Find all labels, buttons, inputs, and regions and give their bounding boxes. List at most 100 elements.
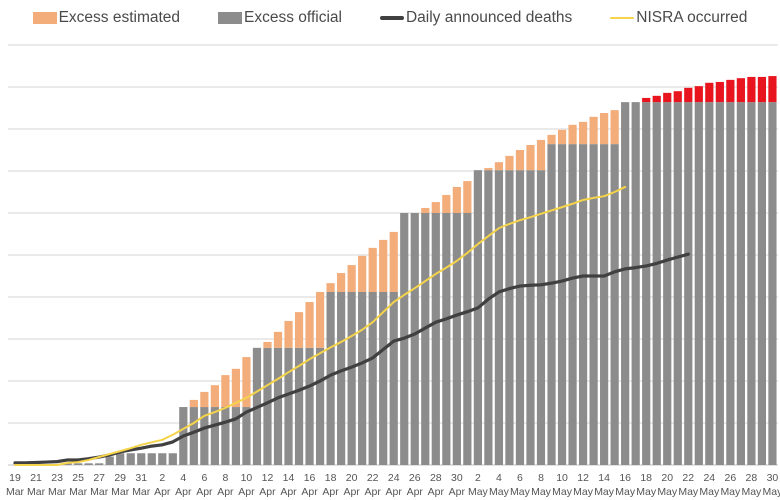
bar-excess-official: [473, 170, 482, 465]
bar-excess-estimated: [221, 375, 230, 408]
bar-excess-official: [663, 102, 672, 466]
x-tick-label: 16 May: [615, 472, 636, 498]
bar-excess-official: [305, 347, 314, 465]
bar-excess-estimated: [294, 312, 304, 348]
x-tick-label: 18 Apr: [322, 472, 339, 498]
x-tick-label: 8 May: [531, 472, 552, 498]
bar-extra: [652, 95, 661, 103]
bar-excess-official: [494, 170, 504, 465]
bar-excess-official: [231, 407, 241, 465]
x-tick-label: 12 Apr: [259, 472, 276, 498]
bar-excess-estimated: [589, 116, 598, 145]
bar-excess-estimated: [389, 231, 398, 292]
x-tick-label: 4 Apr: [175, 472, 192, 498]
bar-excess-estimated: [358, 255, 367, 292]
bar-excess-official: [684, 102, 693, 466]
x-tick-label: 22 May: [678, 472, 699, 498]
x-tick-label: 22 Apr: [365, 472, 382, 498]
bar-excess-official: [105, 456, 114, 465]
bar-excess-official: [189, 407, 198, 465]
bar-excess-estimated: [431, 202, 440, 213]
bar-extra: [768, 76, 777, 103]
x-tick-label: 19 Mar: [6, 472, 25, 498]
bar-excess-estimated: [442, 194, 451, 213]
bar-excess-official: [431, 213, 440, 465]
bar-extra: [715, 81, 724, 103]
x-tick-label: 20 Apr: [343, 472, 360, 498]
bar-excess-estimated: [273, 331, 283, 348]
bar-excess-official: [389, 291, 398, 465]
bar-excess-official: [379, 291, 388, 465]
x-tick-label: 14 May: [594, 472, 615, 498]
bar-excess-official: [137, 453, 146, 465]
x-tick-label: 2 Apr: [154, 472, 171, 498]
legend-swatch: [379, 16, 404, 20]
legend-item-daily-announced: Daily announced deaths: [379, 6, 572, 30]
bar-excess-estimated: [337, 273, 346, 292]
bar-excess-official: [368, 291, 377, 465]
bar-excess-estimated: [526, 144, 535, 171]
bar-excess-official: [673, 102, 682, 466]
x-tick-label: 20 May: [657, 472, 678, 498]
x-tick-label: 23 Mar: [48, 472, 67, 498]
bar-excess-official: [642, 102, 651, 466]
legend-item-nisra: NISRA occurred: [610, 6, 747, 30]
x-tick-label: 24 Apr: [386, 472, 403, 498]
bar-excess-official: [547, 144, 556, 465]
x-tick-label: 6 Apr: [196, 472, 213, 498]
bar-excess-official: [568, 144, 577, 465]
bar-excess-official: [463, 213, 472, 465]
bar-excess-estimated: [231, 368, 241, 408]
x-tick-label: 14 Apr: [280, 472, 297, 498]
line-daily-announced-deaths: [13, 252, 690, 465]
bar-excess-estimated: [547, 134, 556, 145]
bar-excess-official: [757, 102, 767, 466]
bar-extra: [663, 92, 672, 103]
bar-excess-estimated: [515, 150, 525, 171]
bar-excess-official: [63, 463, 72, 465]
bar-excess-official: [610, 144, 619, 465]
bar-excess-official: [147, 453, 156, 465]
bar-excess-official: [263, 347, 272, 465]
x-tick-label: 6 May: [510, 472, 531, 498]
x-tick-label: 12 May: [573, 472, 594, 498]
bar-excess-official: [168, 453, 177, 465]
bar-excess-estimated: [263, 341, 272, 348]
bar-excess-official: [284, 347, 293, 465]
x-tick-label: 21 Mar: [27, 472, 46, 498]
bar-excess-estimated: [421, 207, 430, 213]
bar-extra: [684, 87, 693, 103]
bar-excess-official: [600, 144, 609, 465]
bar-excess-official: [347, 291, 356, 465]
bar-excess-estimated: [284, 320, 293, 348]
bar-excess-estimated: [189, 399, 198, 408]
legend-item-excess-official: Excess official: [218, 6, 342, 30]
legend-label: NISRA occurred: [636, 9, 748, 26]
bar-excess-official: [337, 291, 346, 465]
bar-extra: [757, 76, 767, 103]
bar-excess-official: [631, 102, 640, 466]
x-tick-label: 28 May: [741, 472, 762, 498]
bar-excess-estimated: [557, 129, 567, 145]
bar-excess-estimated: [600, 113, 609, 145]
x-tick-label: 8 Apr: [217, 472, 234, 498]
bar-excess-official: [200, 407, 209, 465]
bar-excess-estimated: [379, 239, 388, 292]
x-tick-label: 18 May: [636, 472, 657, 498]
bar-excess-official: [747, 102, 756, 466]
bar-excess-estimated: [315, 291, 325, 348]
bar-excess-official: [158, 453, 167, 465]
bar-excess-official: [515, 170, 525, 465]
legend-item-excess-estimated: Excess estimated: [32, 6, 180, 30]
bar-excess-official: [694, 102, 703, 466]
bar-excess-official: [726, 102, 735, 466]
bar-excess-official: [589, 144, 598, 465]
x-tick-label: 10 May: [552, 472, 573, 498]
bar-excess-official: [484, 170, 493, 465]
x-tick-label: 26 May: [720, 472, 741, 498]
legend-swatch: [610, 17, 635, 19]
x-tick-label: 31 Mar: [132, 472, 151, 498]
x-tick-label: 30 May: [763, 472, 780, 498]
bar-excess-official: [526, 170, 535, 465]
